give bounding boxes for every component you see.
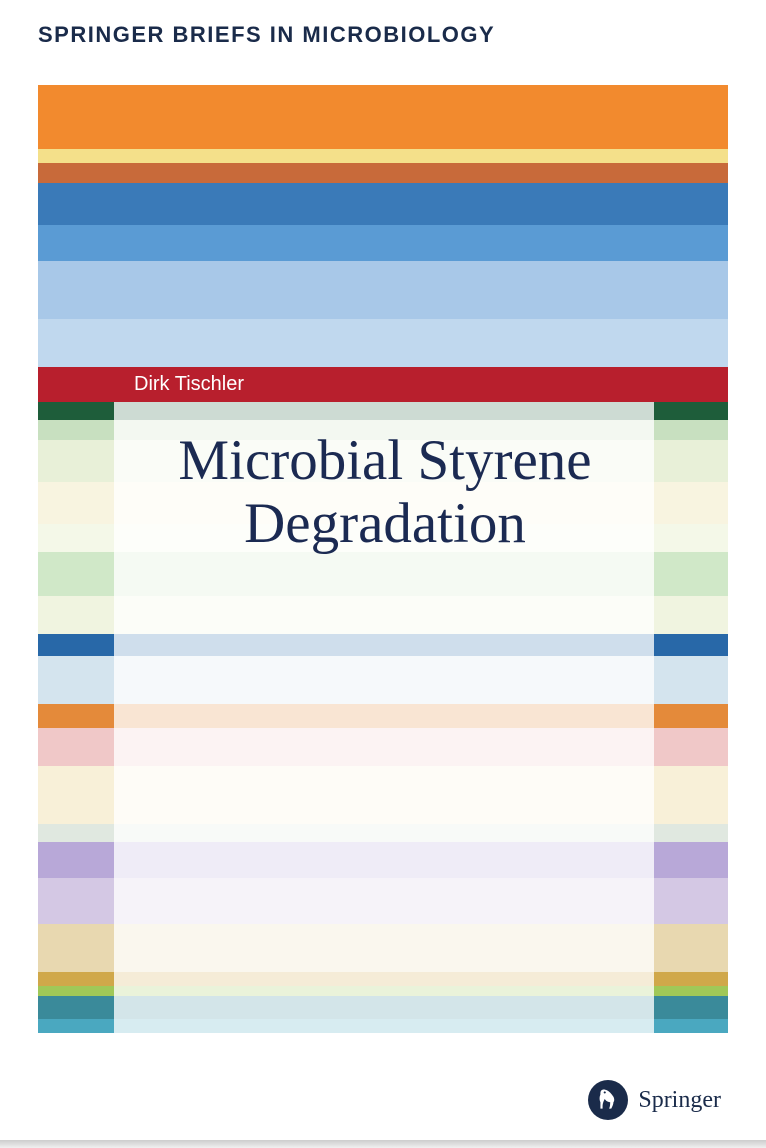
book-title: Microbial Styrene Degradation bbox=[132, 430, 638, 555]
author-strip: Dirk Tischler bbox=[114, 367, 654, 402]
title-line-2: Degradation bbox=[244, 492, 526, 555]
color-stripe bbox=[38, 183, 728, 225]
color-stripe bbox=[38, 225, 728, 261]
color-stripe bbox=[38, 149, 728, 163]
color-stripe bbox=[38, 85, 728, 149]
bottom-shadow bbox=[0, 1140, 766, 1148]
color-stripe bbox=[38, 261, 728, 319]
title-line-1: Microbial Styrene bbox=[178, 429, 591, 492]
book-cover: SPRINGER BRIEFS IN MICROBIOLOGY Dirk Tis… bbox=[0, 0, 766, 1140]
color-stripe bbox=[38, 163, 728, 183]
series-header: SPRINGER BRIEFS IN MICROBIOLOGY bbox=[0, 0, 766, 70]
publisher-block: Springer bbox=[588, 1080, 721, 1120]
springer-horse-icon bbox=[588, 1080, 628, 1120]
author-name: Dirk Tischler bbox=[114, 373, 244, 396]
color-stripe bbox=[38, 319, 728, 367]
publisher-name: Springer bbox=[638, 1087, 721, 1114]
series-title: SPRINGER BRIEFS IN MICROBIOLOGY bbox=[38, 22, 766, 48]
